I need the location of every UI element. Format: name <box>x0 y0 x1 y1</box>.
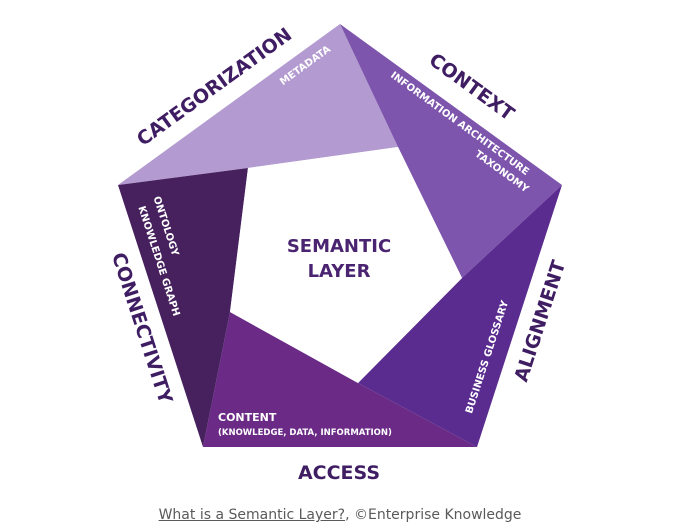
content-label: CONTENT <box>218 411 277 424</box>
content-detail-label: (KNOWLEDGE, DATA, INFORMATION) <box>218 428 392 438</box>
semantic-layer-core <box>230 147 462 383</box>
access-label: ACCESS <box>298 462 380 484</box>
caption-suffix: , ©Enterprise Knowledge <box>345 507 522 523</box>
access-segment <box>203 312 477 447</box>
caption-link[interactable]: What is a Semantic Layer? <box>158 507 346 523</box>
center-label-line-2: LAYER <box>308 261 371 282</box>
alignment-segment <box>358 185 562 447</box>
center-label-line-1: SEMANTIC <box>287 236 391 257</box>
connectivity-segment <box>118 168 248 447</box>
metadata-segment <box>118 24 398 185</box>
context-segment <box>340 24 562 278</box>
figure-caption: What is a Semantic Layer?, ©Enterprise K… <box>0 507 680 523</box>
